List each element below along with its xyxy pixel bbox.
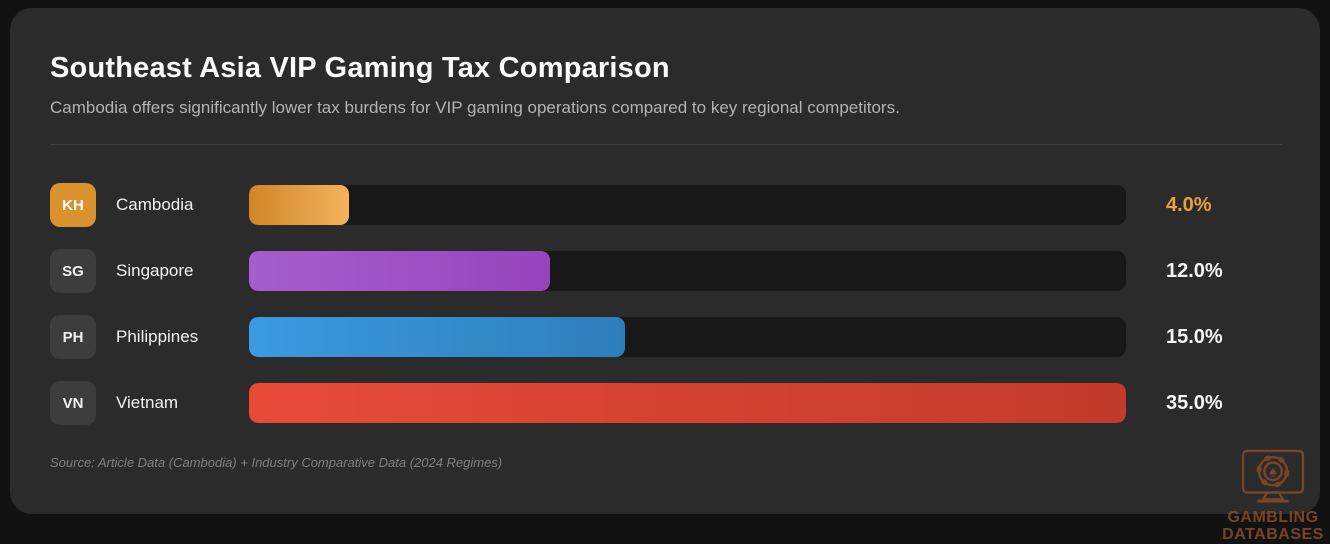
page-subtitle: Cambodia offers significantly lower tax … — [50, 98, 900, 118]
country-code-badge: PH — [50, 315, 96, 360]
spade-icon: ♠ — [1269, 464, 1277, 480]
bar-fill — [249, 317, 625, 358]
country-label: Cambodia — [116, 195, 194, 215]
value-label: 15.0% — [1166, 325, 1223, 348]
table-row: SG Singapore 12.0% — [50, 249, 1282, 294]
bar-fill — [249, 251, 550, 292]
bar-fill — [249, 383, 1126, 424]
bar-fill — [249, 185, 350, 226]
divider — [50, 144, 1282, 146]
country-code-badge: SG — [50, 249, 96, 294]
monitor-casino-chip-icon: ♠ — [1241, 449, 1305, 503]
table-row: VN Vietnam 35.0% — [50, 381, 1282, 426]
country-code-badge: VN — [50, 381, 96, 426]
chart-card: Southeast Asia VIP Gaming Tax Comparison… — [10, 8, 1320, 514]
value-label: 35.0% — [1166, 391, 1223, 414]
logo-text-line2: DATABASES — [1222, 526, 1324, 544]
value-label: 12.0% — [1166, 259, 1223, 282]
bar-chart: KH Cambodia 4.0% SG Singapore 12.0% PH P… — [50, 183, 1282, 426]
bar-track — [249, 251, 1126, 292]
page-title: Southeast Asia VIP Gaming Tax Comparison — [50, 52, 670, 84]
bar-track — [249, 185, 1126, 226]
country-label: Philippines — [116, 327, 199, 347]
country-label: Vietnam — [116, 393, 179, 413]
source-note: Source: Article Data (Cambodia) + Indust… — [50, 455, 503, 471]
table-row: PH Philippines 15.0% — [50, 315, 1282, 360]
value-label: 4.0% — [1166, 193, 1212, 216]
bar-track — [249, 317, 1126, 358]
country-label: Singapore — [116, 261, 194, 281]
logo-text-line1: GAMBLING — [1227, 508, 1319, 526]
table-row: KH Cambodia 4.0% — [50, 183, 1282, 228]
bar-track — [249, 383, 1126, 424]
country-code-badge: KH — [50, 183, 96, 228]
